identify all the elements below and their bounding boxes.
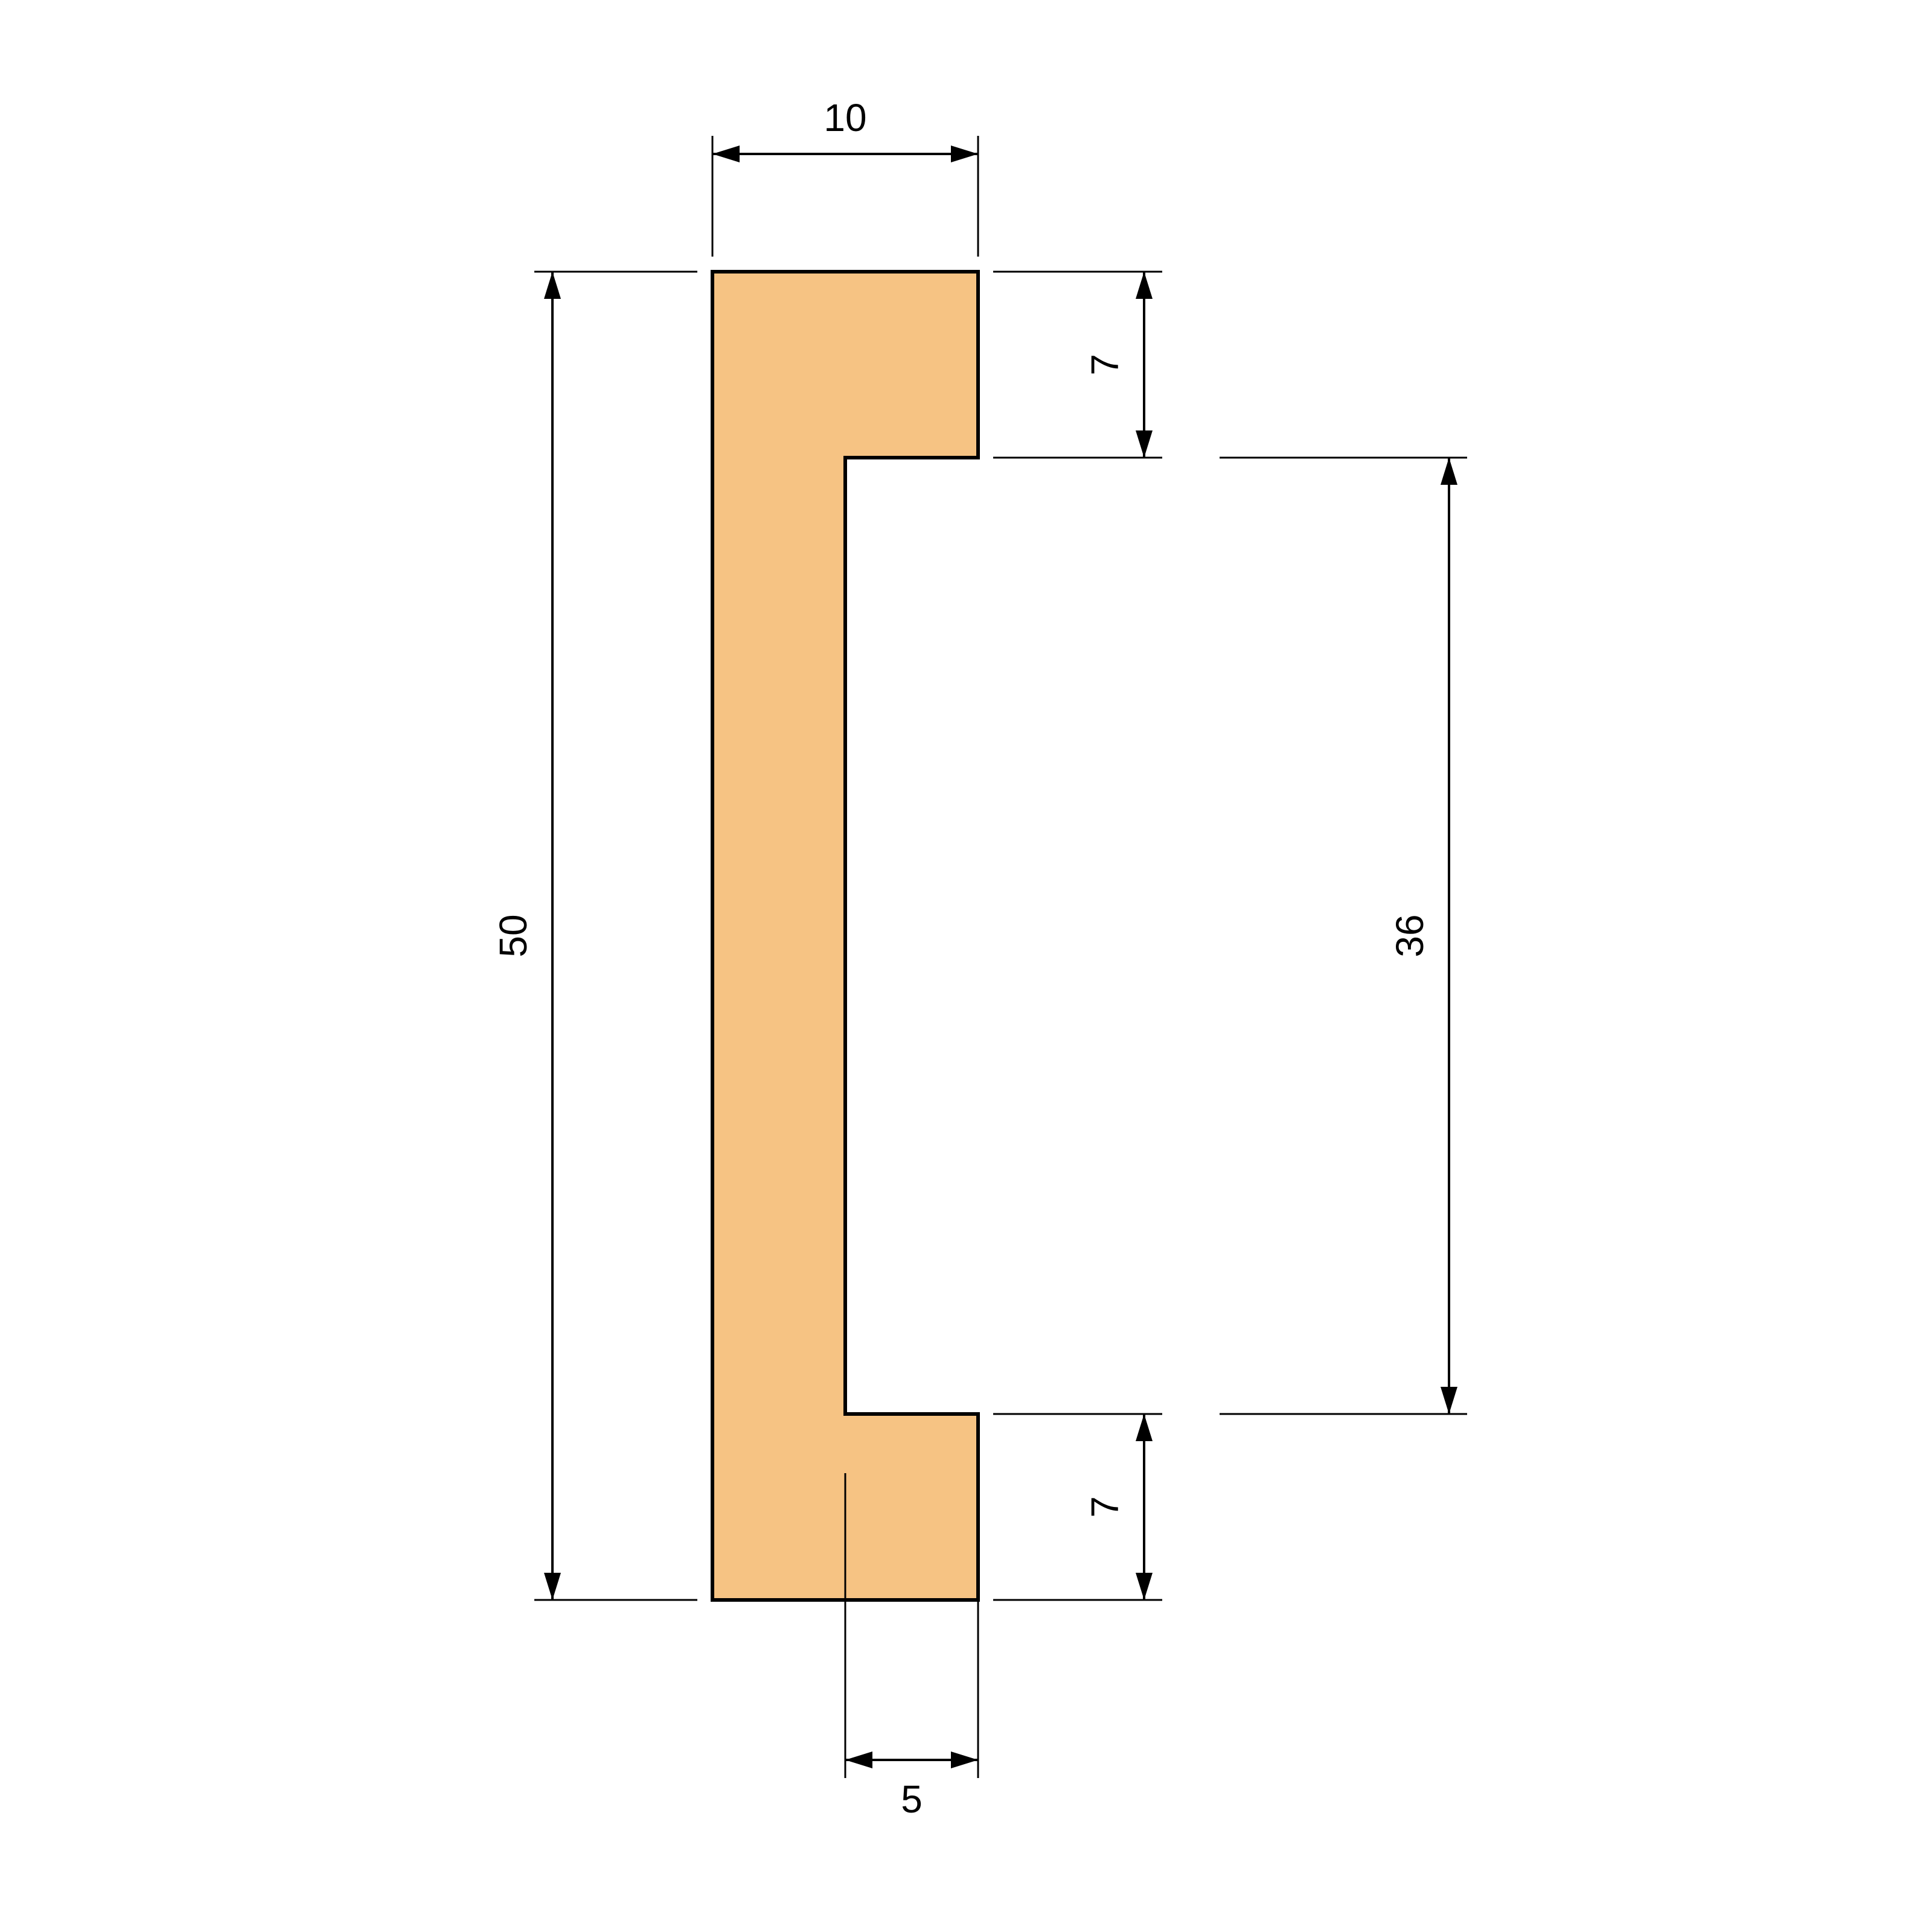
profile-shape — [712, 272, 978, 1600]
dim-height-50-label: 50 — [491, 914, 535, 957]
dim-width-5-label: 5 — [901, 1777, 923, 1821]
dim-height-50: 50 — [491, 272, 697, 1600]
dim-height-7-top: 7 — [993, 272, 1162, 458]
dim-height-7-top-label: 7 — [1083, 354, 1127, 376]
dim-width-10: 10 — [712, 96, 978, 257]
dim-height-7-bottom: 7 — [993, 1414, 1162, 1600]
dim-height-36-label: 36 — [1388, 914, 1431, 957]
dim-width-10-label: 10 — [824, 96, 866, 139]
dim-height-7-bottom-label: 7 — [1083, 1496, 1127, 1518]
dim-height-36: 36 — [1220, 458, 1467, 1414]
